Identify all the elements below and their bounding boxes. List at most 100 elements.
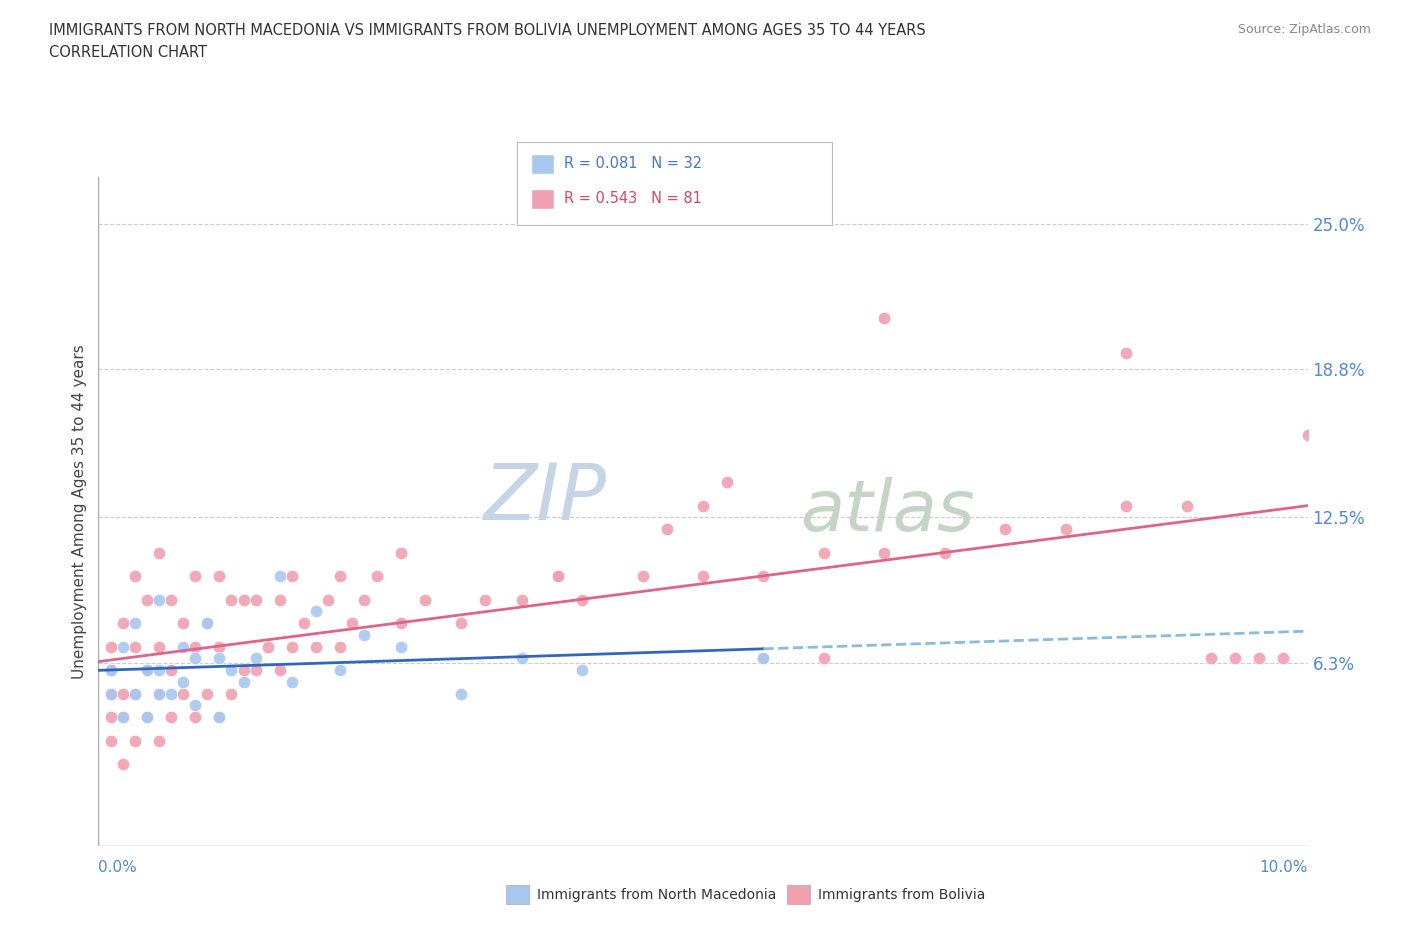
Point [353, 592, 375, 607]
Point [221, 686, 243, 701]
Point [184, 568, 207, 583]
Point [111, 686, 134, 701]
Point [195, 686, 218, 701]
Point [124, 686, 146, 701]
Point [148, 686, 170, 701]
Text: Immigrants from Bolivia: Immigrants from Bolivia [818, 887, 986, 902]
Point [172, 674, 194, 689]
Point [208, 651, 231, 666]
Point [571, 592, 593, 607]
Point [1223, 651, 1246, 666]
Point [873, 545, 896, 560]
Point [813, 545, 835, 560]
Point [934, 545, 956, 560]
Point [172, 686, 194, 701]
Point [510, 651, 533, 666]
Point [172, 616, 194, 631]
Point [245, 663, 267, 678]
Point [994, 522, 1017, 537]
Point [111, 710, 134, 724]
Point [148, 592, 170, 607]
Text: R = 0.081   N = 32: R = 0.081 N = 32 [564, 156, 702, 171]
Point [100, 710, 122, 724]
Point [873, 311, 896, 325]
Point [111, 710, 134, 724]
Point [450, 616, 472, 631]
Point [281, 674, 304, 689]
Point [221, 592, 243, 607]
Point [450, 686, 472, 701]
Point [148, 639, 170, 654]
Text: Source: ZipAtlas.com: Source: ZipAtlas.com [1237, 23, 1371, 36]
Text: IMMIGRANTS FROM NORTH MACEDONIA VS IMMIGRANTS FROM BOLIVIA UNEMPLOYMENT AMONG AG: IMMIGRANTS FROM NORTH MACEDONIA VS IMMIG… [49, 23, 927, 38]
Point [148, 545, 170, 560]
Point [232, 674, 254, 689]
Point [305, 639, 328, 654]
Text: 0.0%: 0.0% [98, 860, 138, 875]
Point [208, 710, 231, 724]
Point [547, 568, 569, 583]
Point [148, 686, 170, 701]
Point [692, 498, 714, 513]
Point [232, 592, 254, 607]
Point [413, 592, 436, 607]
Point [256, 639, 278, 654]
Point [305, 604, 328, 618]
Point [195, 616, 218, 631]
Point [172, 639, 194, 654]
Point [232, 663, 254, 678]
Point [1115, 498, 1137, 513]
Point [111, 757, 134, 772]
Point [631, 568, 654, 583]
Point [316, 592, 339, 607]
Point [245, 651, 267, 666]
Point [124, 568, 146, 583]
Point [245, 592, 267, 607]
Text: R = 0.543   N = 81: R = 0.543 N = 81 [564, 192, 702, 206]
Point [184, 651, 207, 666]
Point [100, 663, 122, 678]
Text: CORRELATION CHART: CORRELATION CHART [49, 45, 207, 60]
Point [1054, 522, 1077, 537]
Point [160, 592, 183, 607]
Point [655, 522, 678, 537]
Point [148, 733, 170, 748]
Point [100, 733, 122, 748]
Point [716, 474, 738, 489]
Text: Immigrants from North Macedonia: Immigrants from North Macedonia [537, 887, 776, 902]
Point [1199, 651, 1222, 666]
Point [160, 686, 183, 701]
Point [1296, 428, 1319, 443]
Point [510, 592, 533, 607]
Point [752, 568, 775, 583]
Point [269, 592, 291, 607]
Point [366, 568, 388, 583]
Point [281, 568, 304, 583]
Point [474, 592, 496, 607]
Point [160, 710, 183, 724]
Point [571, 663, 593, 678]
Point [292, 616, 315, 631]
Point [195, 616, 218, 631]
Point [329, 568, 352, 583]
Point [269, 663, 291, 678]
Point [124, 733, 146, 748]
Point [135, 663, 157, 678]
Point [329, 639, 352, 654]
Point [281, 639, 304, 654]
Point [1272, 651, 1295, 666]
Point [547, 568, 569, 583]
Point [389, 545, 412, 560]
Point [353, 628, 375, 643]
Point [135, 710, 157, 724]
Point [184, 698, 207, 712]
Point [752, 651, 775, 666]
Point [111, 639, 134, 654]
Point [208, 639, 231, 654]
Point [100, 663, 122, 678]
Point [111, 616, 134, 631]
Point [1115, 345, 1137, 360]
Point [148, 663, 170, 678]
Text: atlas: atlas [800, 477, 974, 546]
Point [692, 568, 714, 583]
